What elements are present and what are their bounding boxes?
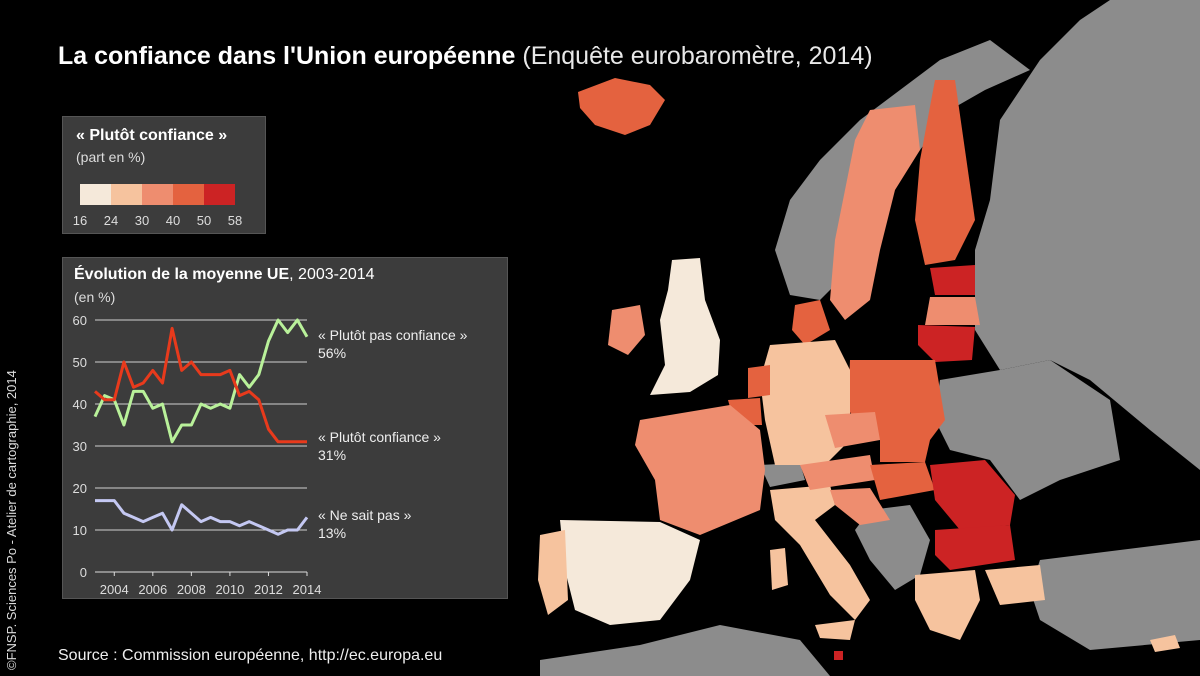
legend-break-label: 58 [227,213,243,228]
title-sub: (Enquête eurobaromètre, 2014) [522,42,873,70]
y-tick-label: 30 [73,439,87,454]
map-iceland [578,78,665,135]
chart-title-period: , 2003-2014 [289,266,375,283]
y-tick-label: 20 [73,481,87,496]
legend-title: « Plutôt confiance » [76,127,228,144]
map-greece [915,570,980,640]
x-tick-label: 2014 [293,582,322,597]
page-title: La confiance dans l'Union européenne (En… [58,42,873,71]
x-tick-label: 2008 [177,582,206,597]
map-spain [560,520,700,625]
series-end-value-0: 56% [318,345,346,361]
series-line-0 [93,318,309,444]
map-bulgaria [935,525,1015,570]
map-non-eu-balkans [855,505,930,590]
legend-swatch-3 [173,184,204,205]
map-austria [800,455,875,490]
map-lithuania [918,325,975,362]
map-portugal [538,530,568,615]
y-tick-label: 0 [80,565,87,580]
legend-color-scale [80,184,235,205]
map-uk [650,258,720,395]
series-label-0: « Plutôt pas confiance » [318,327,468,343]
map-sweden [830,105,920,320]
legend-swatch-4 [204,184,235,205]
legend-swatch-0 [80,184,111,205]
x-tick-label: 2012 [254,582,283,597]
map-malta [834,651,843,660]
x-tick-label: 2010 [215,582,244,597]
map-romania [930,460,1015,530]
legend-swatch-2 [142,184,173,205]
map-denmark [792,300,830,345]
x-tick-label: 2004 [100,582,129,597]
legend-panel: « Plutôt confiance » (part en %) 16 24 30 4… [62,116,266,234]
map-finland [915,80,975,265]
y-tick-label: 40 [73,397,87,412]
legend-break-label: 24 [103,213,119,228]
series-label-2: « Ne sait pas » [318,507,412,523]
chart-title: Évolution de la moyenne UE, 2003-2014 [74,266,375,284]
map-germany [760,340,850,465]
legend-swatch-1 [111,184,142,205]
y-tick-label: 60 [73,313,87,328]
x-tick-label: 2006 [138,582,167,597]
map-turkey-thrace [985,565,1045,605]
map-non-eu-turkey [1030,540,1200,650]
source-note: Source : Commission européenne, http://e… [58,647,443,664]
legend-breaks: 16 24 30 40 50 58 [63,213,265,229]
map-non-eu-north-africa [540,625,830,676]
legend-break-label: 16 [72,213,88,228]
map-non-eu-switzerland [760,463,805,487]
chart-title-main: Évolution de la moyenne UE [74,266,290,283]
map-sardinia [770,548,788,590]
map-latvia [925,297,980,325]
map-slovakia [880,440,930,462]
map-czechia [825,412,880,448]
series-line-2 [95,499,309,536]
y-tick-label: 10 [73,523,87,538]
series-line-1 [94,326,307,444]
map-ireland [608,305,645,355]
legend-break-label: 30 [134,213,150,228]
series-label-1: « Plutôt confiance » [318,429,441,445]
map-hungary [870,462,935,500]
series-end-value-2: 13% [318,525,346,541]
y-tick-label: 50 [73,355,87,370]
map-estonia [930,265,975,295]
map-france [635,405,765,535]
legend-break-label: 40 [165,213,181,228]
title-main: La confiance dans l'Union européenne [58,42,516,70]
map-slovenia-croatia [830,488,890,525]
map-sicily [815,620,855,640]
map-italy [770,485,870,620]
map-cyprus [1150,635,1180,652]
legend-break-label: 50 [196,213,212,228]
map-netherlands [748,365,770,398]
legend-subtitle: (part en %) [76,149,146,165]
chart-panel: Évolution de la moyenne UE, 2003-2014 (e… [62,257,508,599]
map-non-eu-russia [975,0,1200,470]
map-non-eu-ukraine [935,360,1120,500]
series-end-value-1: 31% [318,447,346,463]
credit-note: ©FNSP. Sciences Po - Atelier de cartogra… [4,370,19,670]
chart-ylabel: (en %) [74,289,116,305]
